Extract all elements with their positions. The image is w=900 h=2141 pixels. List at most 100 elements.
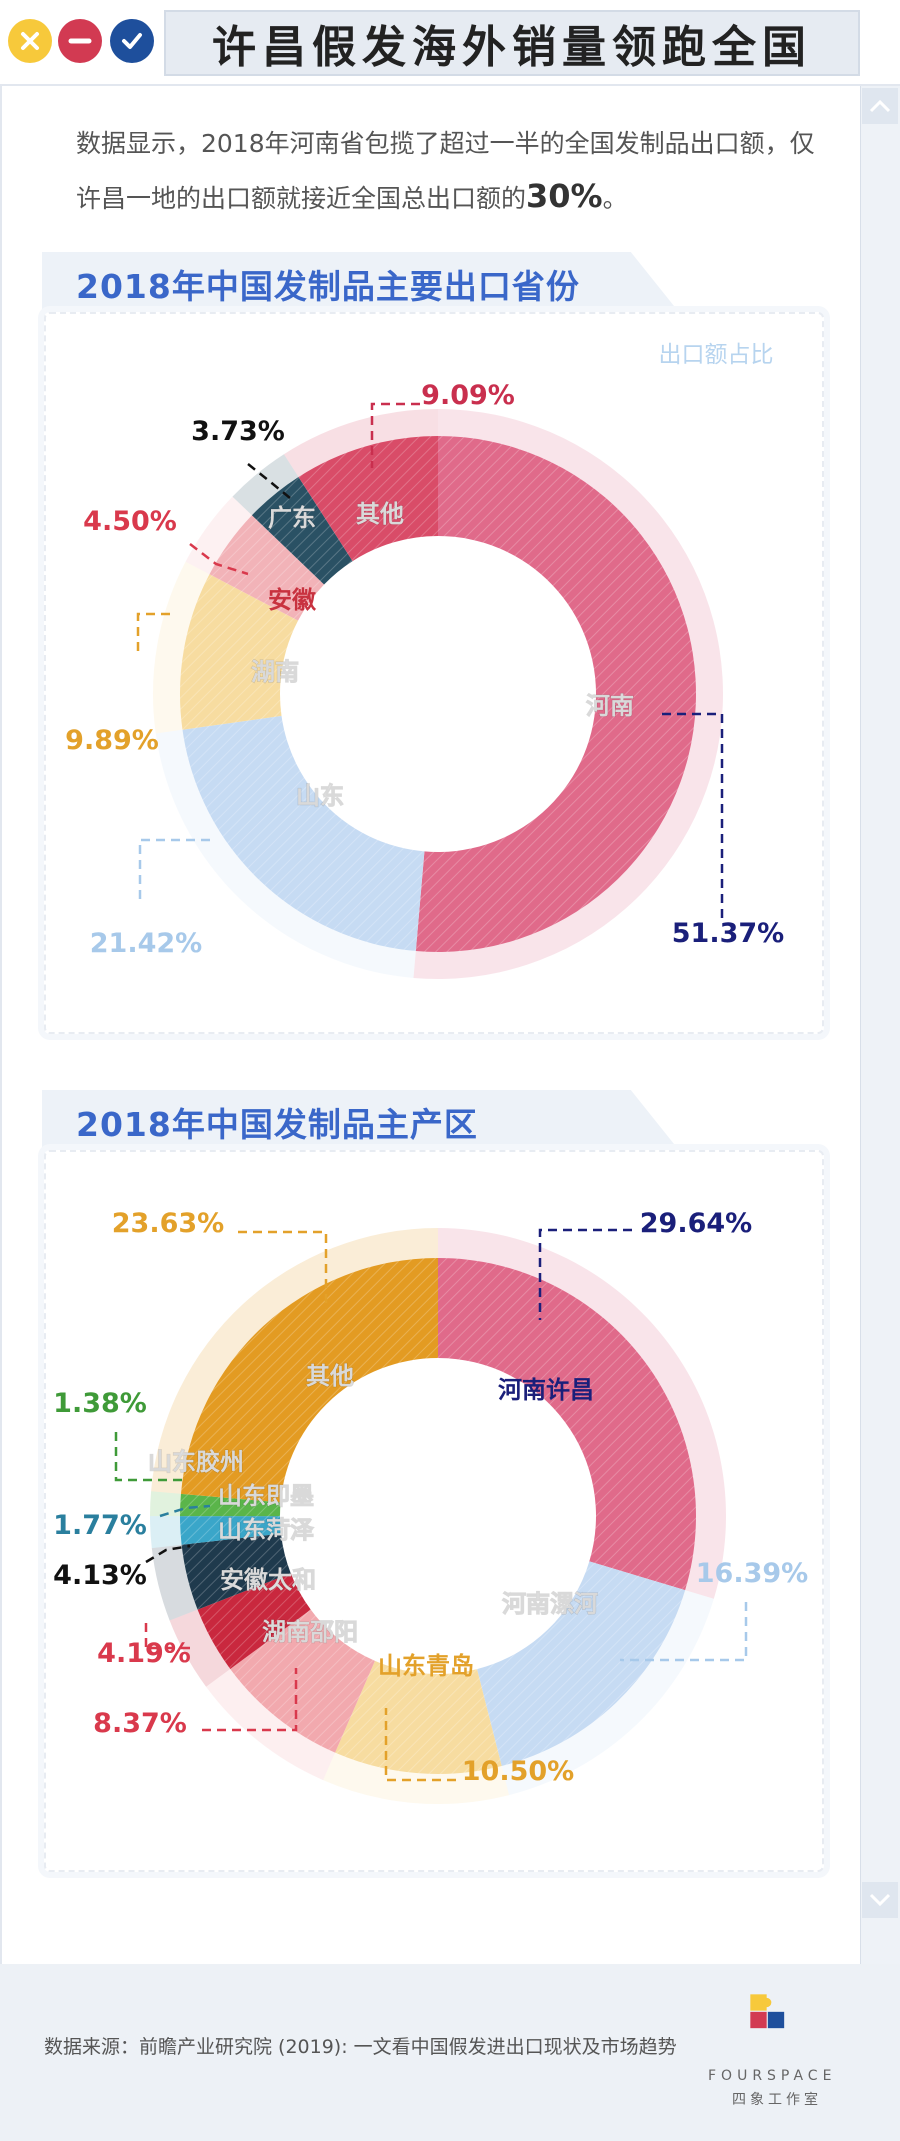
- donut-slice: [251, 476, 353, 585]
- leader-line: [145, 1544, 191, 1564]
- outer-band: [151, 1228, 438, 1495]
- intro-text: 数据显示，2018年河南省包揽了超过一半的全国发制品出口额，仅许昌一地的出口额就…: [76, 129, 815, 213]
- slice-label: 山东菏泽: [218, 1516, 314, 1544]
- close-button[interactable]: [8, 19, 52, 63]
- donut-slice: [477, 1561, 686, 1767]
- slice-value-label: 4.50%: [83, 506, 177, 537]
- slice-label: 广东: [268, 504, 316, 532]
- slice-value-label: 1.77%: [53, 1510, 147, 1541]
- donut-slice: [209, 515, 325, 621]
- chart-subtitle: 出口额占比: [659, 342, 774, 368]
- outer-band: [150, 1516, 186, 1549]
- window-title: 许昌假发海外销量领跑全国: [212, 22, 812, 73]
- slice-value-label: 16.39%: [696, 1558, 808, 1589]
- chart1-header: [42, 252, 682, 316]
- slice-label: 湖南邵阳: [262, 1618, 358, 1646]
- leader-line: [136, 612, 170, 652]
- scrollbar-track[interactable]: [860, 86, 900, 1964]
- slice-label: 山东胶州: [148, 1448, 244, 1476]
- outer-band: [283, 409, 438, 481]
- slice-value-label: 4.13%: [53, 1560, 147, 1591]
- donut-slice: [180, 574, 299, 730]
- donut-slice: [415, 436, 697, 952]
- slice-value-label: 9.89%: [65, 725, 159, 756]
- donut-slice: [197, 1573, 311, 1669]
- slice-value-label: 29.64%: [640, 1208, 752, 1239]
- slice-label: 安徽太和: [220, 1566, 316, 1594]
- donut-slice: [181, 1533, 291, 1610]
- slice-label: 其他: [356, 500, 404, 528]
- outer-band: [155, 729, 417, 978]
- donut-slice: [230, 1609, 375, 1753]
- confirm-button[interactable]: [110, 19, 154, 63]
- chart2-labels: 河南许昌 29.64% 河南漯河 16.39% 山东青岛 10.50% 湖南邵阳 8.37% 安…: [53, 1208, 808, 1787]
- slice-value-label: 10.50%: [462, 1756, 574, 1787]
- slice-label: 河南: [586, 692, 634, 720]
- slice-value-label: 8.37%: [93, 1708, 187, 1739]
- chart2-header: [42, 1090, 682, 1154]
- donut-slice: [180, 1258, 438, 1503]
- donut-slice: [180, 1516, 281, 1545]
- slice-value-label: 51.37%: [672, 918, 784, 949]
- slice-label: 安徽: [268, 586, 317, 614]
- leader-line: [384, 1708, 456, 1782]
- scroll-down-button[interactable]: [862, 1882, 898, 1918]
- brand-english: FOURSPACE: [708, 2068, 837, 2084]
- close-icon: [21, 32, 39, 50]
- leader-line: [189, 543, 249, 576]
- slice-value-label: 4.19%: [97, 1638, 191, 1669]
- intro-highlight: 30%: [526, 177, 603, 215]
- leader-line: [238, 1230, 328, 1310]
- fourspace-logo: [750, 1994, 785, 2029]
- outer-band: [206, 1666, 337, 1781]
- slice-value-label: 9.09%: [421, 380, 515, 411]
- scroll-up-button[interactable]: [862, 88, 898, 124]
- leader-line: [247, 463, 291, 499]
- slice-value-label: 21.42%: [90, 928, 202, 959]
- chart1-labels: 河南 51.37% 山东 21.42% 湖南 9.89% 安徽 4.50% 广东 3.73% 其他 9…: [65, 380, 784, 959]
- slice-label: 山东: [296, 782, 344, 810]
- footer: [0, 1964, 900, 2141]
- leader-line: [114, 1432, 186, 1482]
- chart2-slices: [180, 1258, 696, 1774]
- slice-value-label: 23.63%: [112, 1208, 224, 1239]
- title-bar: 许昌假发海外销量领跑全国: [0, 0, 900, 86]
- leader-line: [144, 1620, 190, 1650]
- slice-value-label: 1.38%: [53, 1388, 147, 1419]
- slice-label: 河南许昌: [498, 1376, 594, 1404]
- donut-slice: [182, 715, 425, 952]
- intro-paragraph: 数据显示，2018年河南省包揽了超过一半的全国发制品出口额，仅许昌一地的出口额就…: [76, 118, 816, 225]
- leader-line: [620, 1602, 748, 1662]
- leader-line: [138, 838, 210, 904]
- slice-label: 湖南: [251, 658, 299, 686]
- chart2-donut: 河南许昌 29.64% 河南漯河 16.39% 山东青岛 10.50% 湖南邵阳 8.37% 安…: [53, 1208, 808, 1804]
- leader-line: [538, 1228, 632, 1320]
- data-source: 数据来源：前瞻产业研究院 (2019): 一文看中国假发进出口现状及市场趋势: [44, 2036, 677, 2058]
- chart1-donut: 河南 51.37% 山东 21.42% 湖南 9.89% 安徽 4.50% 广东 3.73% 其他 9…: [65, 342, 784, 980]
- brand-chinese: 四象工作室: [732, 2092, 822, 2108]
- minus-icon: [68, 38, 92, 44]
- slice-label: 山东即墨: [218, 1482, 314, 1510]
- donut-slice: [335, 1660, 502, 1774]
- slice-label: 其他: [306, 1362, 354, 1390]
- slice-value-label: 3.73%: [191, 416, 285, 447]
- outer-band: [151, 1544, 202, 1621]
- minimize-button[interactable]: [58, 19, 102, 63]
- leader-line: [662, 712, 724, 922]
- slice-label: 河南漯河: [502, 1590, 598, 1618]
- chart2-title: 2018年中国发制品主产区: [76, 1105, 478, 1144]
- outer-band: [169, 1608, 234, 1687]
- outer-band: [232, 454, 301, 519]
- intro-end: 。: [602, 184, 628, 213]
- chart1-slices: [180, 436, 697, 952]
- outer-band: [185, 496, 255, 577]
- leader-line: [202, 1668, 298, 1732]
- window-title-box: 许昌假发海外销量领跑全国: [164, 10, 860, 76]
- donut-slice: [180, 1493, 281, 1517]
- chevron-down-icon: [869, 1893, 891, 1907]
- donut-slice: [438, 1258, 696, 1591]
- check-icon: [122, 33, 142, 49]
- slice-label: 山东青岛: [378, 1652, 474, 1680]
- chart1-title: 2018年中国发制品主要出口省份: [76, 267, 580, 306]
- donut-slice: [298, 436, 438, 562]
